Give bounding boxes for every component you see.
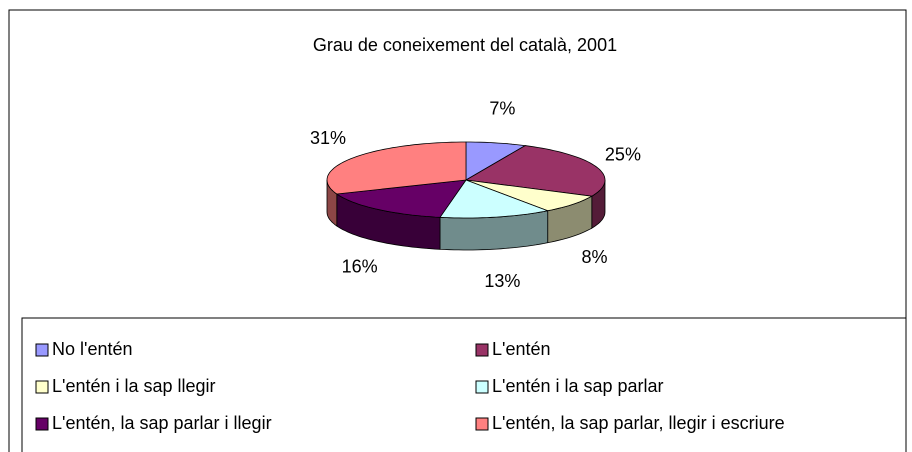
- data-label: 31%: [310, 128, 346, 148]
- legend-label: L'entén i la sap llegir: [52, 376, 216, 396]
- legend-swatch: [475, 343, 489, 357]
- legend-label: L'entén i la sap parlar: [492, 376, 664, 396]
- legend-frame: [21, 317, 907, 452]
- slice: [439, 179, 550, 219]
- slice: [465, 141, 527, 181]
- legend-swatch: [475, 380, 489, 394]
- legend-swatch: [475, 417, 489, 431]
- chart-title: Grau de coneixement del català, 2001: [313, 35, 617, 55]
- legend-label: No l'entén: [52, 339, 133, 359]
- slice: [464, 145, 606, 197]
- legend-label: L'entén: [492, 339, 551, 359]
- data-label: 8%: [582, 247, 608, 267]
- slice: [465, 179, 594, 212]
- legend-swatch: [35, 380, 49, 394]
- legend-swatch: [35, 417, 49, 431]
- legend-label: L'entén, la sap parlar i llegir: [52, 413, 272, 433]
- slice: [335, 179, 467, 218]
- slice: [326, 141, 467, 195]
- legend-label: L'entén, la sap parlar, llegir i escriur…: [492, 413, 785, 433]
- data-label: 16%: [342, 256, 378, 276]
- data-label: 25%: [605, 144, 641, 164]
- data-label: 7%: [489, 98, 515, 118]
- data-label: 13%: [484, 271, 520, 291]
- legend-swatch: [35, 343, 49, 357]
